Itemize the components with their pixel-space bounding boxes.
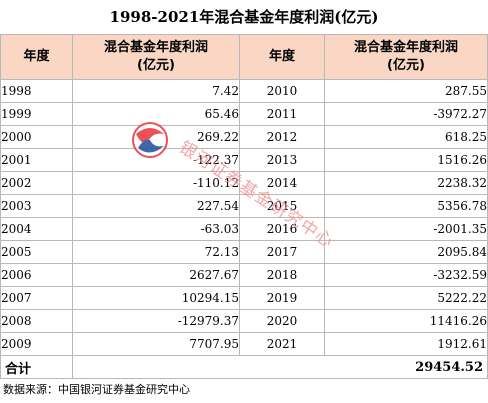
table-row: 2001 -122.37 2013 1516.26	[0, 148, 488, 172]
table-row: 2007 10294.15 2019 5222.22	[0, 286, 488, 310]
year-cell: 2014	[239, 171, 325, 195]
total-value: 29454.52	[72, 355, 488, 379]
table-row: 2000 269.22 2012 618.25	[0, 125, 488, 149]
table-row: 2002 -110.12 2014 2238.32	[0, 171, 488, 195]
table-row: 1999 65.46 2011 -3972.27	[0, 102, 488, 126]
table-row: 2006 2627.67 2018 -3232.59	[0, 263, 488, 287]
profit-cell: -3972.27	[324, 102, 488, 126]
profit-cell: -12979.37	[72, 309, 240, 333]
profit-cell: -110.12	[72, 171, 240, 195]
year-cell: 2018	[239, 263, 325, 287]
year-cell: 2013	[239, 148, 325, 172]
profit-cell: -3232.59	[324, 263, 488, 287]
total-row: 合计 29454.52	[0, 355, 488, 379]
year-cell: 2008	[0, 309, 73, 333]
header-year-right: 年度	[239, 34, 325, 80]
table-header-row: 年度 混合基金年度利润 (亿元) 年度 混合基金年度利润 (亿元)	[0, 34, 488, 80]
profit-cell: 2627.67	[72, 263, 240, 287]
year-cell: 2006	[0, 263, 73, 287]
year-cell: 2011	[239, 102, 325, 126]
profit-cell: 2238.32	[324, 171, 488, 195]
header-profit-line: (亿元)	[387, 58, 425, 73]
profit-table: 年度 混合基金年度利润 (亿元) 年度 混合基金年度利润 (亿元) 1998 7.42…	[0, 34, 488, 379]
profit-cell: 5356.78	[324, 194, 488, 218]
profit-cell: -63.03	[72, 217, 240, 241]
profit-cell: 287.55	[324, 79, 488, 103]
year-cell: 2016	[239, 217, 325, 241]
table-title: 1998-2021年混合基金年度利润(亿元)	[109, 8, 379, 26]
header-profit-line: 混合基金年度利润	[353, 40, 458, 55]
profit-cell: 5222.22	[324, 286, 488, 310]
profit-cell: 72.13	[72, 240, 240, 264]
header-profit-line: 混合基金年度利润	[103, 40, 208, 55]
year-cell: 2019	[239, 286, 325, 310]
year-cell: 2005	[0, 240, 73, 264]
total-label: 合计	[0, 355, 73, 379]
profit-cell: 65.46	[72, 102, 240, 126]
year-cell: 2020	[239, 309, 325, 333]
profit-cell: 269.22	[72, 125, 240, 149]
table-row: 1998 7.42 2010 287.55	[0, 79, 488, 103]
profit-cell: 11416.26	[324, 309, 488, 333]
year-cell: 2015	[239, 194, 325, 218]
profit-cell: -122.37	[72, 148, 240, 172]
year-cell: 2012	[239, 125, 325, 149]
profit-cell: -2001.35	[324, 217, 488, 241]
table-row: 2003 227.54 2015 5356.78	[0, 194, 488, 218]
data-source-note: 数据来源：中国银河证券基金研究中心	[3, 383, 190, 396]
table-row: 2008 -12979.37 2020 11416.26	[0, 309, 488, 333]
year-cell: 2021	[239, 332, 325, 356]
profit-cell: 618.25	[324, 125, 488, 149]
header-year-left: 年度	[0, 34, 73, 80]
profit-cell: 1516.26	[324, 148, 488, 172]
year-cell: 2017	[239, 240, 325, 264]
year-cell: 1999	[0, 102, 73, 126]
profit-cell: 10294.15	[72, 286, 240, 310]
table-row: 2005 72.13 2017 2095.84	[0, 240, 488, 264]
profit-cell: 7.42	[72, 79, 240, 103]
year-cell: 2003	[0, 194, 73, 218]
table-row: 2004 -63.03 2016 -2001.35	[0, 217, 488, 241]
year-cell: 2002	[0, 171, 73, 195]
year-cell: 2007	[0, 286, 73, 310]
profit-cell: 7707.95	[72, 332, 240, 356]
profit-cell: 227.54	[72, 194, 240, 218]
year-cell: 2004	[0, 217, 73, 241]
year-cell: 2001	[0, 148, 73, 172]
year-cell: 2009	[0, 332, 73, 356]
profit-cell: 2095.84	[324, 240, 488, 264]
header-profit-right: 混合基金年度利润 (亿元)	[324, 34, 488, 80]
year-cell: 2000	[0, 125, 73, 149]
header-profit-line: (亿元)	[137, 58, 175, 73]
year-cell: 2010	[239, 79, 325, 103]
profit-cell: 1912.61	[324, 332, 488, 356]
header-profit-left: 混合基金年度利润 (亿元)	[72, 34, 240, 80]
table-row: 2009 7707.95 2021 1912.61	[0, 332, 488, 356]
year-cell: 1998	[0, 79, 73, 103]
